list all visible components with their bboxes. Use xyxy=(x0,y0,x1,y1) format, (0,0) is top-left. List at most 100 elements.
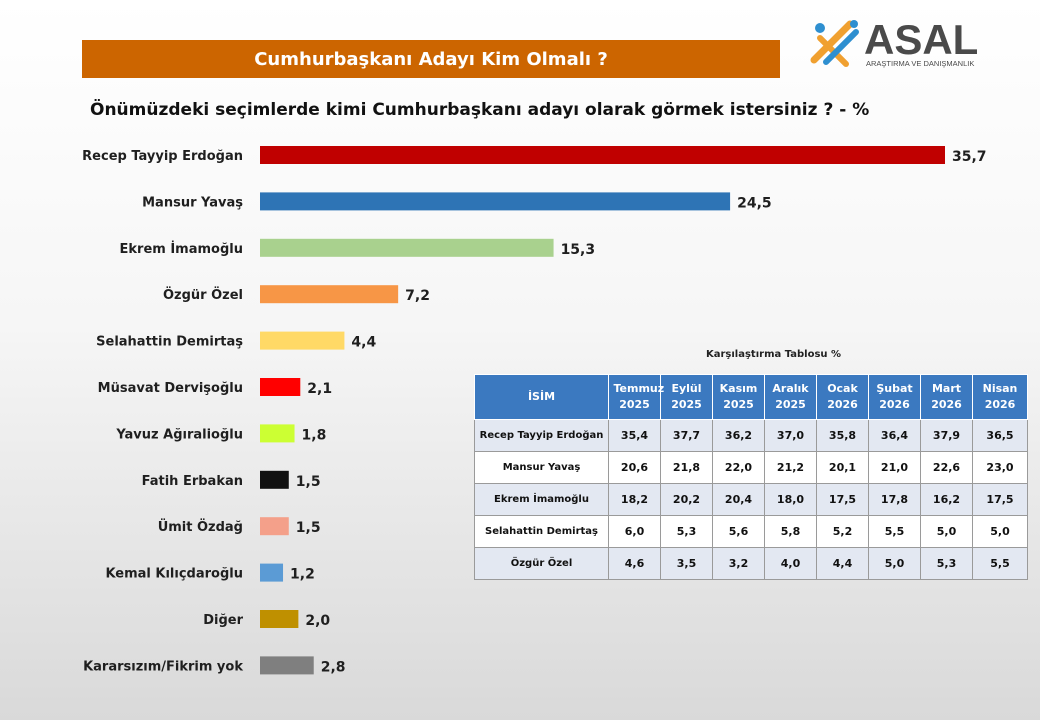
comparison-table: İSİM Temmuz 2025 Eylül 2025 Kasım 2025 Aralı… xyxy=(474,374,1028,580)
table-header-month: Temmuz 2025 xyxy=(608,374,664,420)
bar-value-label: 1,8 xyxy=(302,427,327,443)
table-cell-value: 5,0 xyxy=(920,515,973,548)
table-cell-value: 5,8 xyxy=(764,515,817,548)
table-cell-value: 18,2 xyxy=(608,483,661,516)
table-cell-value: 4,4 xyxy=(816,547,869,580)
table-cell-value: 36,2 xyxy=(712,419,765,452)
table-cell-value: 37,7 xyxy=(660,419,713,452)
table-cell-name: Mansur Yavaş xyxy=(474,451,609,484)
table-header-month: Mart 2026 xyxy=(920,374,973,420)
category-label: Diğer xyxy=(203,613,243,628)
table-cell-value: 5,6 xyxy=(712,515,765,548)
table-cell-value: 5,0 xyxy=(868,547,921,580)
bar-value-label: 1,5 xyxy=(296,474,321,490)
table-header-month: Eylül 2025 xyxy=(660,374,713,420)
table-cell-value: 20,4 xyxy=(712,483,765,516)
table-cell-value: 5,3 xyxy=(660,515,713,548)
table-cell-value: 21,8 xyxy=(660,451,713,484)
bar-value-label: 4,4 xyxy=(351,335,376,351)
table-cell-value: 16,2 xyxy=(920,483,973,516)
table-cell-value: 18,0 xyxy=(764,483,817,516)
table-cell-name: Selahattin Demirtaş xyxy=(474,515,609,548)
table-header-month: Kasım 2025 xyxy=(712,374,765,420)
table-header-month: Aralık 2025 xyxy=(764,374,817,420)
bar-value-label: 2,0 xyxy=(305,613,330,629)
table-cell-value: 4,6 xyxy=(608,547,661,580)
table-cell-value: 22,6 xyxy=(920,451,973,484)
bar-value-label: 1,2 xyxy=(290,567,315,583)
category-label: Kararsızım/Fikrim yok xyxy=(83,659,243,674)
table-header-month: Şubat 2026 xyxy=(868,374,921,420)
bar xyxy=(260,238,554,257)
table-cell-value: 3,5 xyxy=(660,547,713,580)
category-label: Ümit Özdağ xyxy=(158,519,243,535)
table-cell-value: 37,0 xyxy=(764,419,817,452)
category-label: Yavuz Ağıralioğlu xyxy=(115,427,243,442)
category-label: Fatih Erbakan xyxy=(142,474,243,489)
table-cell-value: 6,0 xyxy=(608,515,661,548)
chart-subtitle: Önümüzdeki seçimlerde kimi Cumhurbaşkanı… xyxy=(90,100,870,120)
table-cell-value: 5,5 xyxy=(868,515,921,548)
table-cell-value: 37,9 xyxy=(920,419,973,452)
category-label: Mansur Yavaş xyxy=(142,195,243,210)
bar-value-label: 1,5 xyxy=(296,520,321,536)
bar xyxy=(260,285,399,304)
table-cell-value: 36,5 xyxy=(972,419,1028,452)
table-cell-value: 5,0 xyxy=(972,515,1028,548)
table-cell-value: 20,2 xyxy=(660,483,713,516)
table-header-month: Nisan 2026 xyxy=(972,374,1028,420)
bar-value-label: 2,1 xyxy=(307,381,332,397)
bar xyxy=(260,378,301,396)
table-row: Recep Tayyip Erdoğan 35,4 37,7 36,2 37,0 35,8… xyxy=(474,419,1028,452)
category-label: Kemal Kılıçdaroğlu xyxy=(105,567,243,582)
bar xyxy=(260,424,295,443)
bar xyxy=(260,656,314,675)
table-cell-value: 20,1 xyxy=(816,451,869,484)
category-label: Recep Tayyip Erdoğan xyxy=(82,149,243,164)
table-cell-value: 35,8 xyxy=(816,419,869,452)
table-header-name: İSİM xyxy=(474,374,609,420)
table-cell-value: 17,8 xyxy=(868,483,921,516)
table-caption: Karşılaştırma Tablosu % xyxy=(706,349,842,360)
table-cell-value: 20,6 xyxy=(608,451,661,484)
bar xyxy=(260,470,289,489)
table-cell-name: Özgür Özel xyxy=(474,547,609,580)
table-cell-value: 4,0 xyxy=(764,547,817,580)
table-cell-value: 35,4 xyxy=(608,419,661,452)
table-row: Selahattin Demirtaş 6,0 5,3 5,6 5,8 5,2 5,5 5,0… xyxy=(474,515,1028,548)
bar xyxy=(260,517,289,536)
category-label: Ekrem İmamoğlu xyxy=(120,241,243,257)
table-row: Özgür Özel 4,6 3,5 3,2 4,0 4,4 5,0 5,3 5,5 xyxy=(474,547,1028,580)
table-cell-value: 3,2 xyxy=(712,547,765,580)
table-cell-value: 17,5 xyxy=(816,483,869,516)
table-cell-name: Recep Tayyip Erdoğan xyxy=(474,419,609,452)
bar-value-label: 2,8 xyxy=(321,659,346,675)
asal-logo-subtext: ARAŞTIRMA VE DANIŞMANLIK xyxy=(866,59,974,68)
bar xyxy=(260,146,945,164)
asal-logo: ASAL ARAŞTIRMA VE DANIŞMANLIK xyxy=(810,16,978,68)
bar xyxy=(260,610,299,628)
bar-value-label: 15,3 xyxy=(561,242,596,258)
table-cell-value: 21,0 xyxy=(868,451,921,484)
bar xyxy=(260,192,731,211)
table-row: Ekrem İmamoğlu 18,2 20,2 20,4 18,0 17,5 17,8 16… xyxy=(474,483,1028,516)
table-row: Mansur Yavaş 20,6 21,8 22,0 21,2 20,1 21,0 22,6… xyxy=(474,451,1028,484)
bar-value-label: 7,2 xyxy=(405,288,430,304)
page-title: Cumhurbaşkanı Adayı Kim Olmalı ? xyxy=(254,48,608,70)
table-cell-value: 21,2 xyxy=(764,451,817,484)
table-cell-value: 5,2 xyxy=(816,515,869,548)
table-cell-name: Ekrem İmamoğlu xyxy=(474,483,609,516)
table-cell-value: 36,4 xyxy=(868,419,921,452)
table-header-row: İSİM Temmuz 2025 Eylül 2025 Kasım 2025 Aralı… xyxy=(474,374,1028,420)
bar xyxy=(260,331,345,350)
category-label: Selahattin Demirtaş xyxy=(96,335,243,350)
table-cell-value: 23,0 xyxy=(972,451,1028,484)
table-header-month: Ocak 2026 xyxy=(816,374,869,420)
table-cell-value: 5,3 xyxy=(920,547,973,580)
table-cell-value: 22,0 xyxy=(712,451,765,484)
category-label: Müsavat Dervişoğlu xyxy=(98,381,243,396)
asal-logo-mark-icon xyxy=(810,20,859,67)
table-cell-value: 17,5 xyxy=(972,483,1028,516)
table-cell-value: 5,5 xyxy=(972,547,1028,580)
bar-value-label: 24,5 xyxy=(737,195,772,211)
